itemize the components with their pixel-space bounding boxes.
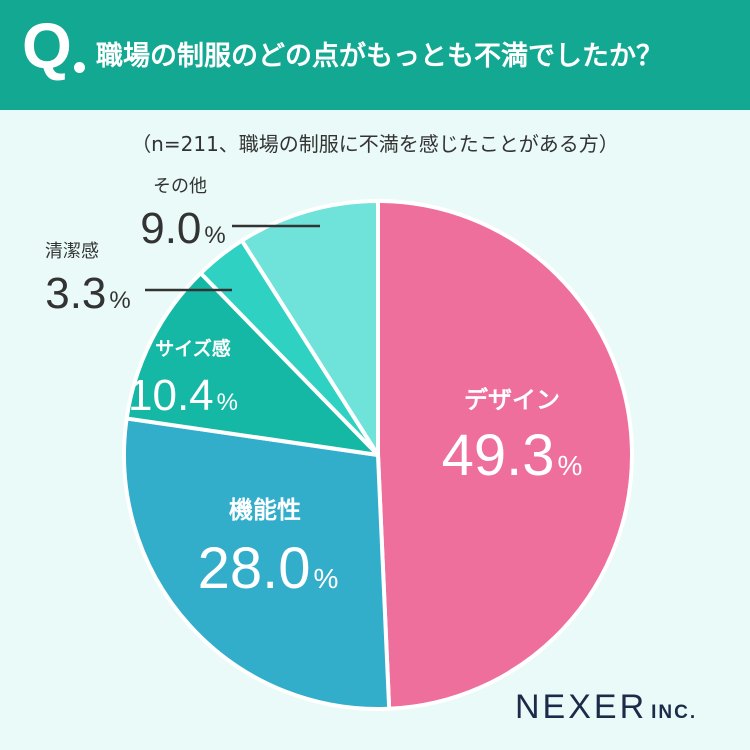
slice-value-cleanliness: 3.3% — [45, 269, 131, 318]
slice-value-function: 28.0% — [198, 536, 339, 601]
slice-value-design: 49.3% — [442, 423, 583, 488]
q-dot-icon — [74, 62, 85, 73]
slice-label-design: デザイン — [464, 386, 560, 414]
slice-value-other: 9.0% — [140, 204, 226, 253]
pie-slice-size — [124, 271, 380, 457]
brand-suffix: INC. — [651, 702, 698, 723]
brand-name: NEXER — [515, 688, 648, 726]
question-title: 職場の制服のどの点がもっとも不満でしたか？ — [96, 41, 663, 72]
chart-subtitle: （n=211、職場の制服に不満を感じたことがある方） — [131, 132, 619, 156]
slice-label-function: 機能性 — [229, 496, 301, 524]
slice-value-size: 10.4% — [128, 371, 238, 420]
brand-logo: NEXER INC. — [515, 690, 697, 724]
slice-label-size: サイズ感 — [155, 337, 230, 360]
q-mark: Q — [22, 10, 72, 82]
pie-slice-design — [376, 199, 634, 711]
pie-slice-function — [122, 416, 392, 711]
question-header: Q 職場の制服のどの点がもっとも不満でしたか？ — [0, 0, 750, 110]
slice-label-other: その他 — [153, 176, 207, 197]
slice-label-cleanliness: 清潔感 — [45, 241, 99, 262]
pie-slice-other — [239, 199, 380, 457]
